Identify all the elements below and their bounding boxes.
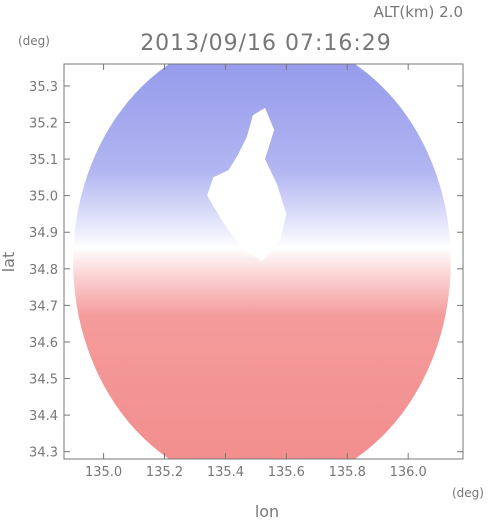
x-tick-label: 135.8 [329, 465, 366, 480]
x-tick-label: 135.6 [268, 465, 305, 480]
y-unit-label: (deg) [18, 34, 50, 48]
x-tick-label: 136.0 [390, 465, 427, 480]
no-echo-region [207, 107, 287, 262]
chart-title: 2013/09/16 07:16:29 [140, 31, 392, 56]
y-tick-label: 34.6 [29, 336, 58, 351]
y-tick-label: 34.5 [29, 373, 58, 388]
velocity-field [73, 64, 451, 459]
x-tick-label: 135.4 [207, 465, 244, 480]
y-tick-label: 34.9 [29, 226, 58, 241]
y-axis-label: lat [0, 252, 18, 273]
y-tick-label: 35.3 [29, 80, 58, 95]
y-tick-label: 34.7 [29, 299, 58, 314]
y-tick-label: 35.0 [29, 190, 58, 205]
x-tick-label: 135.2 [146, 465, 183, 480]
y-tick-label: 35.2 [29, 117, 58, 132]
x-tick-label: 135.0 [85, 465, 122, 480]
y-tick-label: 34.3 [29, 446, 58, 461]
y-tick-label: 34.4 [29, 409, 58, 424]
x-axis-label: lon [255, 502, 279, 521]
axis-ticks: 135.0 135.2 135.4 135.6 135.8 136.0 34.3 34.4 34… [29, 64, 463, 480]
altitude-label: ALT(km) 2.0 [374, 3, 463, 21]
y-tick-label: 35.1 [29, 153, 58, 168]
y-tick-label: 34.8 [29, 263, 58, 278]
plot-frame [63, 63, 464, 460]
x-unit-label: (deg) [452, 486, 484, 500]
